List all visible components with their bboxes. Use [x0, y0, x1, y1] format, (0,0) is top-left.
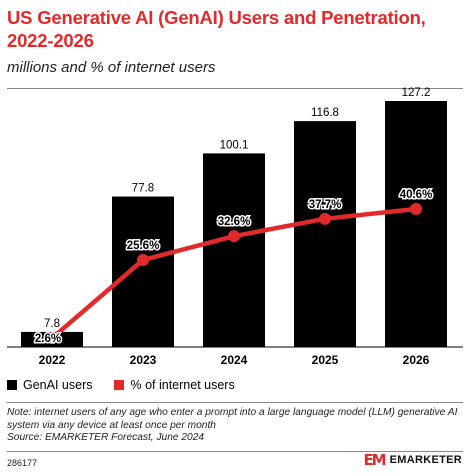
- chart-legend: GenAI users % of internet users: [7, 378, 257, 392]
- chart-id: 286177: [7, 458, 38, 468]
- penetration-point-2025: [319, 212, 331, 225]
- chart-title: US Generative AI (GenAI) Users and Penet…: [7, 7, 426, 51]
- penetration-point-2024: [228, 230, 240, 243]
- chart-subtitle: millions and % of internet users: [7, 59, 216, 76]
- bar-2023: [112, 196, 174, 347]
- penetration-value-label: 2.6%: [35, 333, 61, 345]
- penetration-point-2022: [46, 332, 58, 345]
- bar-value-label: 127.2: [402, 87, 431, 99]
- x-tick-label: 2025: [312, 353, 339, 367]
- bar-value-label: 7.8: [44, 318, 60, 330]
- footnote-note: Note: internet users of any age who ente…: [7, 407, 458, 431]
- legend-item-internet-users: % of internet users: [114, 378, 235, 392]
- penetration-point-2026: [410, 202, 422, 215]
- brand-name: EMARKETER: [389, 454, 462, 466]
- x-tick-label: 2023: [130, 353, 157, 367]
- legend-item-genai-users: GenAI users: [7, 378, 92, 392]
- penetration-value-label: 32.6%: [218, 216, 251, 228]
- penetration-point-2023: [137, 253, 149, 266]
- legend-swatch-bars: [7, 380, 17, 390]
- note-divider: [7, 402, 463, 403]
- legend-label-line: % of internet users: [130, 378, 235, 392]
- bar-2024: [203, 153, 265, 347]
- footer-divider: [7, 451, 463, 452]
- brand-mark: EM: [363, 451, 386, 469]
- top-divider: [7, 88, 463, 89]
- footnote: Note: internet users of any age who ente…: [7, 407, 463, 445]
- bar-value-label: 116.8: [311, 107, 339, 119]
- bar-value-label: 77.8: [132, 183, 154, 195]
- penetration-value-label: 25.6%: [127, 240, 160, 252]
- footnote-source: Source: EMARKETER Forecast, June 2024: [7, 432, 205, 443]
- penetration-value-label: 40.6%: [400, 189, 433, 201]
- x-tick-label: 2022: [39, 353, 66, 367]
- bar-value-label: 100.1: [220, 139, 249, 151]
- bar-2026: [385, 101, 447, 347]
- legend-label-bars: GenAI users: [23, 378, 93, 392]
- legend-swatch-line: [114, 380, 125, 390]
- penetration-value-label: 37.7%: [309, 199, 342, 211]
- brand-logo: EM EMARKETER: [363, 451, 462, 469]
- x-tick-label: 2024: [221, 353, 248, 367]
- chart-plot: 7.8 77.8 100.1 116.8 127.2 2022 2023 2024 2025 20…: [7, 87, 463, 367]
- x-tick-label: 2026: [403, 353, 430, 367]
- bar-2025: [294, 121, 356, 347]
